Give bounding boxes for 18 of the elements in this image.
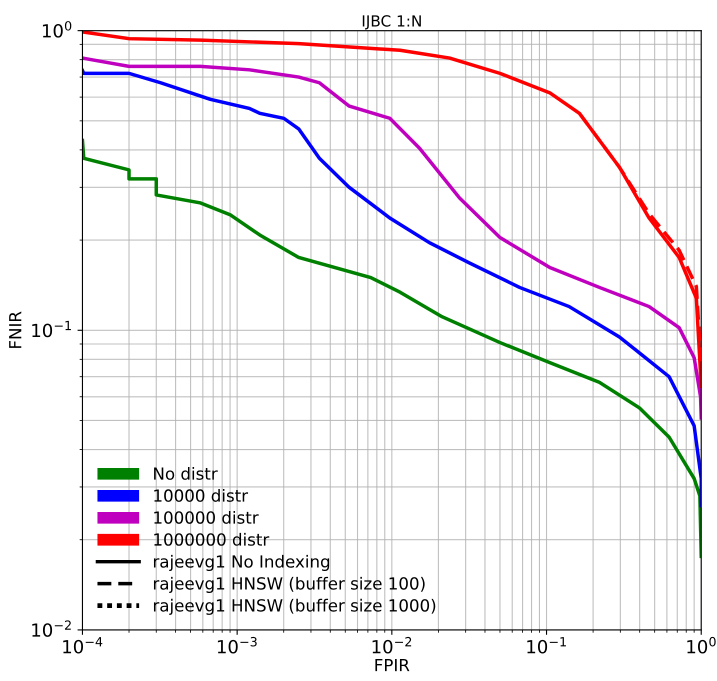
y-axis-title: FNIR: [9, 311, 22, 348]
legend-label: 10000 distr: [154, 488, 248, 502]
x-tick-label: 10$^{−1}$: [527, 637, 566, 654]
annotation: rajeevg1 HNSW (buffer size 1000): [154, 598, 436, 615]
x-tick-label: 10$^{0}$: [687, 636, 716, 654]
annotation: rajeevg1 No Indexing: [154, 554, 330, 571]
y-tick-label: 10$^{−1}$: [32, 320, 71, 338]
annotation: rajeevg1 HNSW (buffer size 100): [154, 576, 425, 593]
legend-label: No distr: [154, 467, 218, 480]
legend-label: 100000 distr: [154, 510, 259, 524]
chart-title: IJBC 1:N: [362, 15, 421, 30]
x-tick-label: 10$^{−4}$: [63, 637, 102, 654]
legend-label: 1000000 distr: [154, 532, 270, 546]
x-tick-label: 10$^{−3}$: [218, 636, 257, 654]
y-tick-label: 10$^{−2}$: [32, 620, 71, 637]
x-tick-label: 10$^{−2}$: [372, 636, 412, 654]
x-axis-title: FPIR: [375, 659, 410, 672]
y-tick-label: 10$^{0}$: [42, 21, 72, 38]
